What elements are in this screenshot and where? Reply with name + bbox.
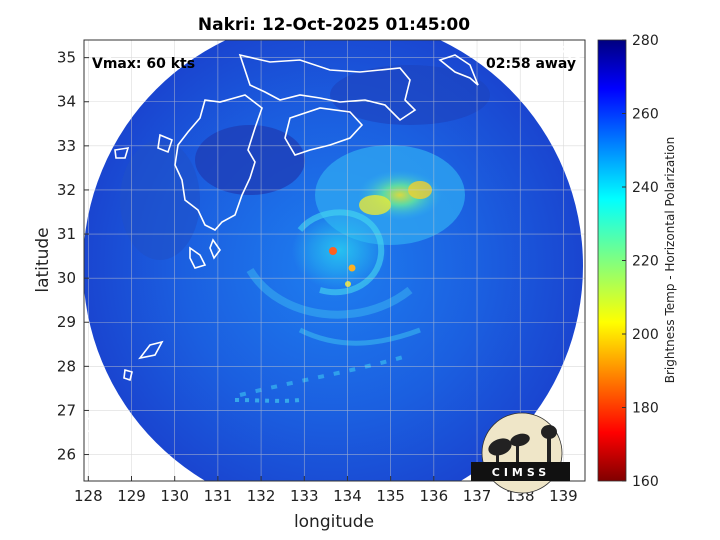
shikoku-coast bbox=[284, 107, 364, 156]
island-coast bbox=[157, 133, 173, 154]
island-coast bbox=[138, 340, 164, 360]
y-tick-label: 35 bbox=[57, 49, 76, 67]
colorbar-tick-label: 220 bbox=[632, 254, 659, 270]
island-coast bbox=[114, 147, 130, 159]
logo-text: CIMSS bbox=[492, 466, 550, 479]
x-tick-label: 130 bbox=[160, 487, 189, 505]
grid-lines bbox=[84, 40, 585, 481]
x-tick-label: 131 bbox=[204, 487, 233, 505]
y-tick-label: 31 bbox=[57, 225, 76, 243]
x-tick-label: 134 bbox=[333, 487, 362, 505]
map-plot-area bbox=[84, 40, 585, 481]
island-coast bbox=[90, 57, 112, 73]
x-tick-label: 129 bbox=[117, 487, 146, 505]
y-tick-label: 30 bbox=[57, 269, 76, 287]
x-tick-label: 137 bbox=[463, 487, 492, 505]
eyewall-region bbox=[292, 210, 388, 290]
y-tick-label: 26 bbox=[57, 446, 76, 464]
colorbar-tick-label: 200 bbox=[632, 327, 659, 343]
storm-core-cell bbox=[329, 247, 337, 255]
colorbar-tick-label: 280 bbox=[632, 33, 659, 49]
y-tick-label: 29 bbox=[57, 313, 76, 331]
x-tick-label: 128 bbox=[74, 487, 103, 505]
x-tick-label: 136 bbox=[420, 487, 449, 505]
x-tick-label: 133 bbox=[290, 487, 319, 505]
island-coast bbox=[123, 368, 133, 382]
island-coast bbox=[209, 238, 221, 260]
colorbar-tick-label: 180 bbox=[632, 401, 659, 417]
colorbar-tick-label: 160 bbox=[632, 474, 659, 490]
coastlines bbox=[84, 41, 585, 433]
x-axis: 128 129 130 131 132 133 134 135 136 137 138 139 bbox=[74, 476, 578, 505]
colorbar-label: Brightness Temp - Horizontal Polarizatio… bbox=[663, 137, 677, 384]
land-warm-area bbox=[330, 65, 490, 125]
logo-silhouette-icon bbox=[488, 425, 557, 462]
storm-core-cell bbox=[348, 264, 356, 272]
time-away-label: 02:58 away bbox=[486, 56, 576, 72]
colorbar bbox=[597, 39, 627, 482]
y-tick-label: 27 bbox=[57, 401, 76, 419]
honshu-coast bbox=[238, 53, 417, 122]
y-tick-label: 28 bbox=[57, 357, 76, 375]
spiral-band bbox=[298, 327, 421, 346]
y-axis-label: latitude bbox=[33, 227, 53, 292]
coast-fragment bbox=[558, 41, 585, 61]
island-coast bbox=[189, 246, 207, 269]
kyushu-coast bbox=[174, 94, 263, 231]
cimss-logo: CIMSS bbox=[471, 412, 570, 494]
y-tick-label: 33 bbox=[57, 137, 76, 155]
x-axis-label: longitude bbox=[294, 512, 374, 532]
colorbar-tick-label: 260 bbox=[632, 107, 659, 123]
x-tick-label: 139 bbox=[549, 487, 578, 505]
honshu-east-coast bbox=[438, 54, 479, 86]
swath-features bbox=[120, 65, 490, 403]
convective-cell bbox=[359, 195, 391, 215]
x-tick-label: 132 bbox=[247, 487, 276, 505]
y-tick-label: 32 bbox=[57, 181, 76, 199]
land-warm-area bbox=[195, 125, 305, 195]
land-warm-area bbox=[120, 140, 200, 260]
logo-band bbox=[471, 462, 570, 481]
colorbar-tick-label: 240 bbox=[632, 180, 659, 196]
spiral-band bbox=[297, 209, 385, 296]
y-axis: 26 27 28 29 30 31 32 33 34 35 bbox=[57, 49, 89, 464]
plot-frame bbox=[83, 39, 586, 482]
map-title: Nakri: 12-Oct-2025 01:45:00 bbox=[198, 15, 470, 35]
island-coast bbox=[84, 414, 107, 433]
storm-core-cell bbox=[345, 281, 351, 287]
outer-band bbox=[239, 353, 411, 397]
y-tick-label: 34 bbox=[57, 93, 76, 111]
x-tick-label: 135 bbox=[376, 487, 405, 505]
colorbar-ticks: 160 180 200 220 240 260 280 bbox=[622, 33, 659, 490]
vmax-label: Vmax: 60 kts bbox=[92, 56, 195, 72]
